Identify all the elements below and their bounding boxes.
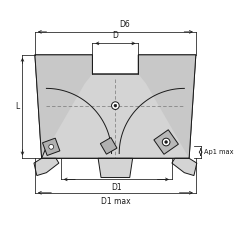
Text: D1 max: D1 max	[101, 197, 130, 206]
Circle shape	[114, 104, 117, 107]
Circle shape	[112, 102, 119, 109]
Circle shape	[165, 141, 168, 144]
Text: L: L	[16, 102, 20, 111]
Polygon shape	[98, 158, 133, 177]
Text: D6: D6	[120, 20, 130, 29]
Polygon shape	[42, 138, 60, 156]
Circle shape	[49, 144, 54, 149]
Text: D1: D1	[111, 183, 122, 192]
Polygon shape	[172, 158, 197, 175]
Circle shape	[162, 138, 170, 146]
Polygon shape	[154, 130, 178, 154]
Text: Ap1 max: Ap1 max	[204, 149, 234, 155]
Polygon shape	[35, 55, 196, 158]
Polygon shape	[34, 158, 59, 175]
Polygon shape	[100, 138, 117, 154]
Polygon shape	[138, 55, 196, 158]
Polygon shape	[35, 55, 92, 158]
Text: D: D	[112, 31, 118, 41]
